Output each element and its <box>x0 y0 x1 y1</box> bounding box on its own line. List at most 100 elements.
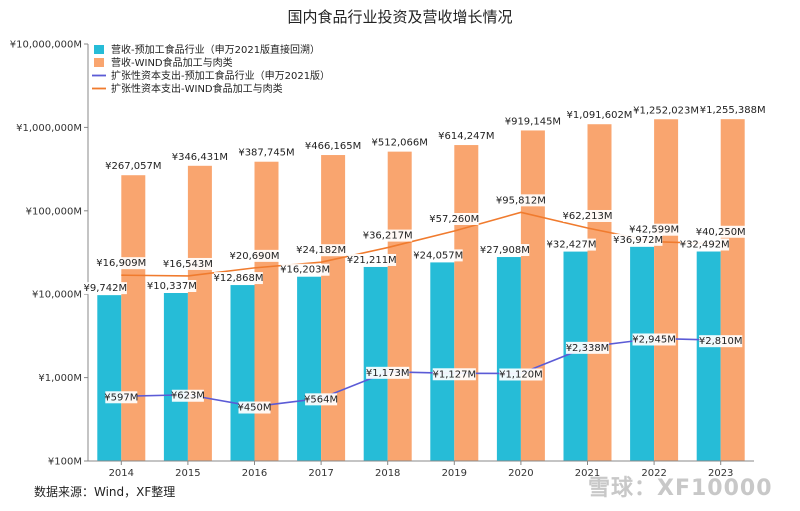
line-data-label: ¥32,427M <box>547 238 596 251</box>
line-data-label: ¥20,690M <box>230 249 280 262</box>
line-data-label: ¥32,492M <box>680 238 730 251</box>
data-label-text: ¥16,203M <box>280 265 330 276</box>
data-label-text: ¥57,260M <box>429 214 479 225</box>
line-data-label: ¥36,972M <box>613 233 663 246</box>
y-tick-label: ¥100,000M <box>26 206 82 217</box>
series-line <box>121 337 721 408</box>
bar-data-label: ¥387,745M <box>238 148 294 159</box>
label-background <box>366 366 410 379</box>
y-tick-label: ¥10,000,000M <box>10 40 82 51</box>
line-data-label: ¥16,909M <box>96 257 146 270</box>
x-tick-label: 2021 <box>575 468 600 479</box>
label-background <box>613 233 663 246</box>
bar <box>520 130 545 461</box>
bar <box>97 295 122 461</box>
line-data-label: ¥12,868M <box>214 272 263 285</box>
data-label-text: ¥466,165M <box>305 141 361 152</box>
bar-data-label: ¥267,057M <box>105 161 161 172</box>
data-label-text: ¥564M <box>304 394 338 405</box>
label-background <box>214 272 263 285</box>
data-label-text: ¥36,972M <box>613 235 663 246</box>
line-data-label: ¥21,211M <box>347 253 397 266</box>
label-background <box>499 368 543 381</box>
bar <box>363 266 388 461</box>
bar <box>297 276 322 461</box>
bar <box>163 292 188 461</box>
data-label-text: ¥346,431M <box>172 152 228 163</box>
y-tick-label: ¥10,000M <box>32 290 82 301</box>
label-background <box>230 249 279 262</box>
x-tick-label: 2015 <box>175 468 200 479</box>
line-data-label: ¥27,908M <box>480 244 530 257</box>
bar <box>563 251 588 461</box>
line-data-label: ¥62,213M <box>563 209 613 222</box>
label-background <box>696 225 746 238</box>
chart-title: 国内食品行业投资及营收增长情况 <box>287 8 512 26</box>
line-data-label: ¥1,173M <box>366 366 410 379</box>
data-label-text: ¥21,211M <box>347 255 397 266</box>
data-label-text: ¥2,945M <box>632 334 676 345</box>
label-background <box>432 368 476 381</box>
data-label-text: ¥450M <box>237 403 271 414</box>
x-tick-label: 2017 <box>308 468 333 479</box>
legend-swatch <box>94 45 104 54</box>
line-data-label: ¥16,203M <box>280 263 330 276</box>
line-data-label: ¥597M <box>104 391 138 404</box>
label-background <box>347 253 397 266</box>
data-label-text: ¥20,690M <box>230 251 280 262</box>
data-source-note: 数据来源：Wind，XF整理 <box>34 485 176 499</box>
label-background <box>632 333 676 346</box>
line-data-label: ¥1,127M <box>432 368 476 381</box>
label-background <box>96 257 146 270</box>
bar <box>720 119 745 461</box>
bar <box>230 285 255 461</box>
y-tick-label: ¥1,000,000M <box>16 123 82 134</box>
label-background <box>563 209 612 222</box>
data-label-text: ¥10,337M <box>147 281 197 292</box>
label-background <box>105 391 138 404</box>
data-label-text: ¥16,543M <box>163 259 213 270</box>
data-label-text: ¥42,599M <box>629 225 679 236</box>
label-background <box>280 263 330 276</box>
data-label-text: ¥1,173M <box>366 368 410 379</box>
legend-item: 营收-预加工食品行业（申万2021版直接回溯） <box>94 43 320 56</box>
legend-item: 扩张性资本支出-预加工食品行业（申万2021版） <box>92 69 330 82</box>
line-data-label: ¥42,599M <box>629 223 679 236</box>
data-label-text: ¥597M <box>104 392 138 403</box>
label-background <box>296 244 346 257</box>
x-tick-label: 2018 <box>375 468 400 479</box>
data-label-text: ¥1,252,023M <box>633 105 699 116</box>
data-label-text: ¥267,057M <box>105 161 161 172</box>
label-background <box>83 282 127 295</box>
legend-swatch <box>94 58 104 67</box>
legend-label: 营收-预加工食品行业（申万2021版直接回溯） <box>111 43 320 56</box>
data-label-text: ¥919,145M <box>505 116 561 127</box>
data-label-text: ¥2,810M <box>699 336 743 347</box>
y-tick-label: ¥100M <box>48 457 82 468</box>
line-data-label: ¥95,812M <box>496 194 546 207</box>
data-label-text: ¥387,745M <box>238 148 294 159</box>
data-label-text: ¥40,250M <box>696 227 746 238</box>
data-label-text: ¥24,182M <box>296 245 346 256</box>
legend-label: 营收-WIND食品加工与肉类 <box>111 56 233 69</box>
bar <box>121 175 146 461</box>
bar <box>496 257 521 461</box>
bar <box>630 246 655 461</box>
bar <box>387 151 412 461</box>
legend-item: 营收-WIND食品加工与肉类 <box>94 56 233 69</box>
data-label-text: ¥32,492M <box>680 240 730 251</box>
bar <box>430 262 455 461</box>
line-data-label: ¥24,057M <box>413 249 463 262</box>
line-data-label: ¥57,260M <box>429 212 479 225</box>
data-label-text: ¥623M <box>171 391 205 402</box>
line-data-label: ¥16,543M <box>163 257 213 270</box>
label-background <box>480 244 530 257</box>
bar-data-label: ¥614,247M <box>438 131 494 142</box>
line-data-label: ¥1,120M <box>499 368 543 381</box>
label-background <box>429 212 479 225</box>
data-label-text: ¥62,213M <box>563 211 613 222</box>
bar-data-label: ¥512,066M <box>372 138 428 149</box>
label-background <box>496 194 546 207</box>
bar <box>454 145 479 461</box>
